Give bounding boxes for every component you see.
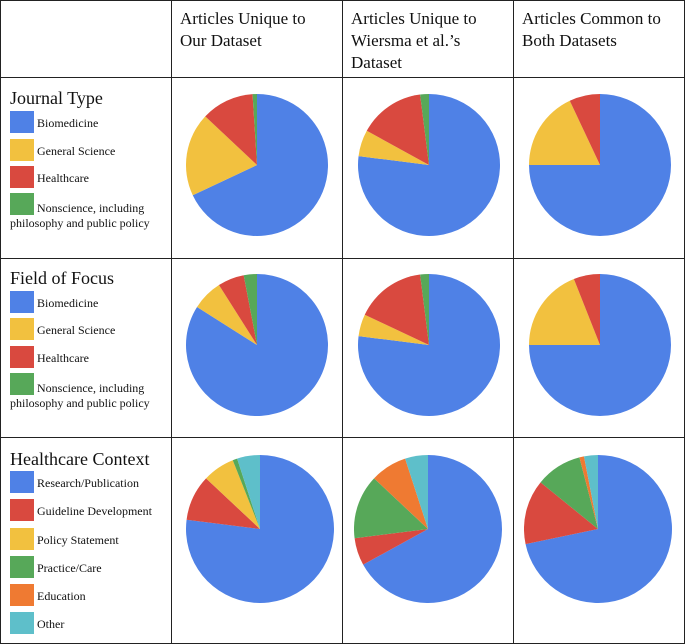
- pie-chart: [529, 94, 671, 236]
- legend-swatch: [10, 193, 34, 215]
- pie-chart: [186, 455, 334, 603]
- legend-label: Other: [37, 617, 65, 631]
- pie-slice: [186, 116, 257, 196]
- pie-slice: [232, 458, 260, 529]
- legend-item: Biomedicine: [10, 111, 170, 133]
- pie-slice: [363, 455, 502, 603]
- column-header-common: Articles Common to Both Datasets: [522, 9, 661, 50]
- pie-slice: [197, 285, 257, 345]
- column-header-wiersma-dataset: Articles Unique to Wiersma et al.’s Data…: [351, 9, 477, 72]
- pie-slice: [354, 529, 428, 565]
- legend-label: Guideline Development: [37, 504, 152, 518]
- legend-item: Education: [10, 584, 170, 606]
- legend-label: Nonscience, including philosophy and pub…: [10, 201, 150, 230]
- pie-slice: [374, 458, 428, 529]
- pie-slice: [569, 94, 600, 165]
- legend-label: Practice/Care: [37, 561, 102, 575]
- grid-line: [171, 0, 172, 643]
- row-title-field-of-focus: Field of Focus: [10, 268, 115, 288]
- legend-item: Healthcare: [10, 346, 170, 368]
- pie-slice: [405, 455, 428, 529]
- pie-slice: [540, 457, 598, 529]
- pie-slice: [579, 456, 598, 529]
- legend-swatch: [10, 499, 34, 521]
- pie-slice: [529, 100, 600, 165]
- pie-slice: [218, 275, 257, 345]
- pie-slice: [205, 94, 257, 165]
- legend-swatch: [10, 556, 34, 578]
- legend-label: Policy Statement: [37, 533, 119, 547]
- legend-swatch: [10, 471, 34, 493]
- legend-item: Research/Publication: [10, 471, 170, 493]
- legend-label: Healthcare: [37, 351, 89, 365]
- legend-item: Nonscience, including philosophy and pub…: [10, 193, 170, 233]
- legend-swatch: [10, 166, 34, 188]
- legend-swatch: [10, 139, 34, 161]
- pie-chart: [354, 455, 502, 603]
- legend-label: Biomedicine: [37, 296, 99, 310]
- grid-line: [342, 0, 343, 643]
- legend-swatch: [10, 318, 34, 340]
- pie-slice: [529, 278, 600, 345]
- pie-slice: [186, 455, 334, 603]
- legend-label: Biomedicine: [37, 116, 99, 130]
- pie-chart: [529, 274, 671, 416]
- legend-swatch: [10, 346, 34, 368]
- pie-slice: [192, 94, 328, 236]
- legend-item: Guideline Development: [10, 499, 170, 521]
- legend-swatch: [10, 612, 34, 634]
- legend-item: Policy Statement: [10, 528, 170, 550]
- pie-slice: [364, 274, 429, 345]
- legend-item: Biomedicine: [10, 291, 170, 313]
- legend-label: Nonscience, including philosophy and pub…: [10, 381, 150, 410]
- pie-slice: [237, 455, 260, 529]
- pie-slice: [206, 460, 260, 529]
- pie-chart: [358, 94, 500, 236]
- pie-slice: [243, 274, 257, 345]
- legend-label: Research/Publication: [37, 476, 139, 490]
- legend-label: General Science: [37, 144, 116, 158]
- pie-slice: [583, 455, 598, 529]
- pie-slice: [186, 478, 260, 529]
- pie-slice: [420, 94, 429, 165]
- pie-slice: [525, 455, 672, 603]
- legend-swatch: [10, 111, 34, 133]
- legend-item: General Science: [10, 139, 170, 161]
- row-title-journal-type: Journal Type: [10, 88, 103, 108]
- pie-slice: [358, 130, 429, 165]
- pie-slice: [524, 482, 598, 545]
- grid-line: [513, 0, 514, 643]
- pie-slice: [366, 94, 429, 165]
- legend-swatch: [10, 584, 34, 606]
- grid-line: [0, 0, 1, 643]
- legend-label: Education: [37, 589, 86, 603]
- legend-swatch: [10, 528, 34, 550]
- pie-slice: [420, 274, 429, 345]
- legend-item: General Science: [10, 318, 170, 340]
- column-header-our-dataset: Articles Unique to Our Dataset: [180, 9, 306, 50]
- pie-chart: [358, 274, 500, 416]
- pie-slice: [358, 314, 429, 345]
- pie-chart: [524, 455, 672, 603]
- legend-label: General Science: [37, 323, 116, 337]
- row-title-healthcare-context: Healthcare Context: [10, 449, 150, 469]
- pie-slice: [354, 478, 428, 539]
- pie-chart: [186, 274, 328, 416]
- pie-slice: [573, 274, 600, 345]
- pie-slice: [252, 94, 257, 165]
- pie-chart: [186, 94, 328, 236]
- legend-item: Healthcare: [10, 166, 170, 188]
- legend-swatch: [10, 291, 34, 313]
- legend-swatch: [10, 373, 34, 395]
- legend-item: Other: [10, 612, 170, 634]
- legend-item: Practice/Care: [10, 556, 170, 578]
- legend-label: Healthcare: [37, 171, 89, 185]
- legend-item: Nonscience, including philosophy and pub…: [10, 373, 170, 413]
